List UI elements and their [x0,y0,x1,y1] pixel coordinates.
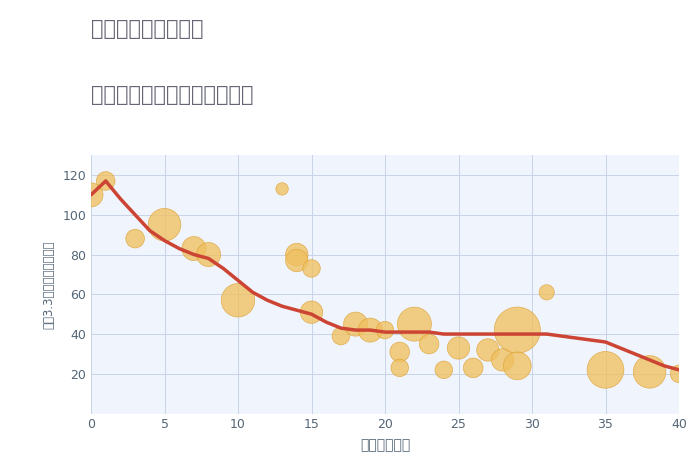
Point [512,362,523,369]
Point [203,251,214,258]
Point [291,251,302,258]
Point [394,348,405,356]
Point [291,257,302,264]
Text: 築年数別中古マンション価格: 築年数別中古マンション価格 [91,85,253,105]
Point [394,364,405,372]
Point [365,326,376,334]
X-axis label: 築年数（年）: 築年数（年） [360,439,410,453]
Point [130,235,141,243]
Point [512,326,523,334]
Point [306,265,317,272]
Point [409,321,420,328]
Point [379,326,391,334]
Point [424,340,435,348]
Point [673,370,685,377]
Point [644,368,655,376]
Point [541,289,552,296]
Point [100,177,111,185]
Y-axis label: 坪（3.3㎡）単価（万円）: 坪（3.3㎡）単価（万円） [42,240,55,329]
Point [482,346,493,354]
Point [306,308,317,316]
Point [276,185,288,193]
Point [497,356,508,364]
Point [453,344,464,352]
Point [159,221,170,228]
Point [600,366,611,374]
Text: 兵庫県姫路市広峰の: 兵庫県姫路市広峰の [91,19,204,39]
Point [468,364,479,372]
Point [188,245,199,252]
Point [232,297,244,304]
Point [335,332,346,340]
Point [438,366,449,374]
Point [85,191,97,199]
Point [350,321,361,328]
